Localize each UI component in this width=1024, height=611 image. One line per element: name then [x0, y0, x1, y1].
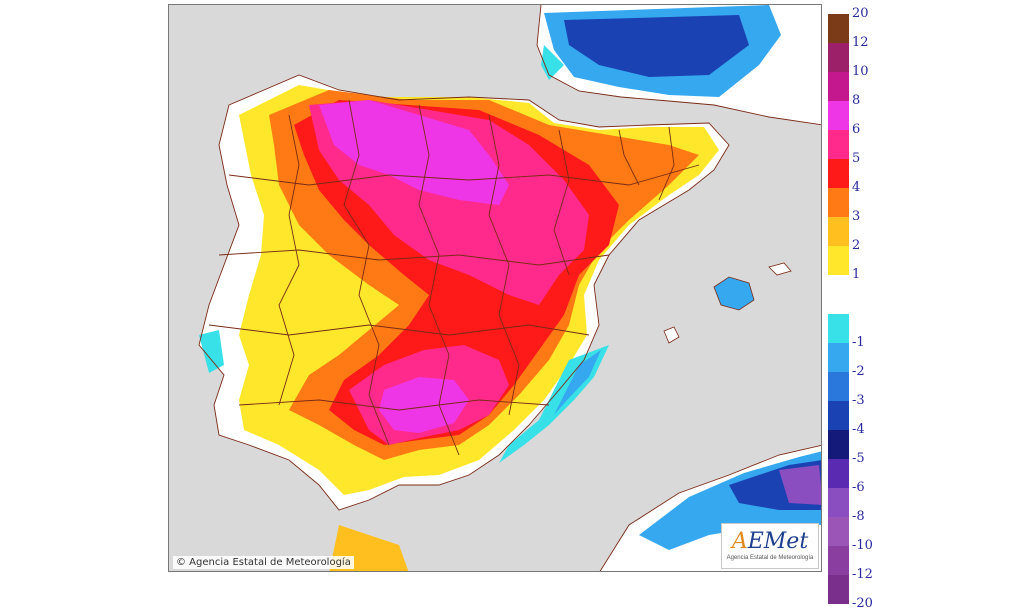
legend-row-negative-3: -4	[828, 401, 892, 437]
color-legend: 20 12 10 8 6 5 4 3 2 1 -1 -2 -3 -4 -5 -6 -8 -10 -12 -20	[828, 7, 892, 611]
legend-label: 6	[852, 122, 861, 137]
legend-label: -10	[852, 538, 873, 553]
legend-label: 20	[852, 6, 869, 21]
legend-swatch	[828, 188, 849, 217]
legend-swatch	[828, 517, 849, 546]
legend-swatch	[828, 488, 849, 517]
legend-row-negative-6: -8	[828, 488, 892, 524]
aemet-logo: AEMet Agencia Estatal de Meteorología	[721, 523, 819, 569]
legend-label: -8	[852, 509, 865, 524]
legend-row-positive-6: 4	[828, 181, 892, 217]
legend-label: -5	[852, 451, 865, 466]
legend-label: 12	[852, 35, 869, 50]
legend-label: -6	[852, 480, 865, 495]
legend-row-negative-5: -6	[828, 459, 892, 495]
legend-swatch	[828, 130, 849, 159]
france-colder-zone	[564, 15, 749, 77]
legend-row-positive-5: 5	[828, 152, 892, 188]
legend-label: -1	[852, 335, 865, 350]
menorca-island	[768, 262, 792, 276]
legend-label: 3	[852, 209, 861, 224]
legend-label: 8	[852, 93, 861, 108]
legend-row-negative-2: -3	[828, 372, 892, 408]
legend-label: 4	[852, 180, 861, 195]
legend-swatch	[828, 314, 849, 343]
legend-label: -20	[852, 596, 873, 611]
warm-plus8-south-zone	[379, 377, 469, 433]
legend-swatch	[828, 546, 849, 575]
legend-row-positive-3: 8	[828, 94, 892, 130]
legend-row-positive-9: 1	[828, 268, 892, 304]
ibiza-island	[663, 326, 680, 344]
legend-swatch	[828, 459, 849, 488]
province-borders	[198, 74, 730, 511]
legend-row-negative-0: -1	[828, 314, 892, 350]
france-border	[536, 5, 821, 126]
legend-swatch	[828, 575, 849, 604]
legend-row-positive-1: 12	[828, 36, 892, 72]
legend-row-positive-2: 10	[828, 65, 892, 101]
legend-label: -3	[852, 393, 865, 408]
legend-swatch	[828, 43, 849, 72]
legend-row-negative-1: -2	[828, 343, 892, 379]
logo-subtitle: Agencia Estatal de Meteorología	[726, 555, 814, 561]
legend-swatch	[828, 430, 849, 459]
legend-swatch	[828, 14, 849, 43]
france-cold-edge	[541, 45, 564, 80]
legend-row-positive-0: 20	[828, 7, 892, 43]
legend-label: 10	[852, 64, 869, 79]
warm-plus8-north-zone	[319, 100, 509, 205]
copyright-notice: © Agencia Estatal de Meteorología	[173, 556, 354, 569]
legend-row-negative-9: -20	[828, 575, 892, 611]
legend-swatch	[828, 246, 849, 275]
legend-swatch	[828, 217, 849, 246]
legend-swatch	[828, 401, 849, 430]
anomaly-map: © Agencia Estatal de Meteorología AEMet …	[168, 4, 822, 572]
legend-row-negative-8: -12	[828, 546, 892, 582]
legend-swatch	[828, 72, 849, 101]
legend-row-negative-4: -5	[828, 430, 892, 466]
west-coast-cold-zone	[199, 330, 224, 373]
legend-label: 1	[852, 267, 861, 282]
legend-row-positive-7: 3	[828, 210, 892, 246]
legend-label: -2	[852, 364, 865, 379]
legend-row-positive-4: 6	[828, 123, 892, 159]
africa-violet-zone	[779, 465, 821, 505]
legend-label: -4	[852, 422, 865, 437]
legend-label: 5	[852, 151, 861, 166]
legend-swatch	[828, 275, 849, 304]
legend-label: 2	[852, 238, 861, 253]
legend-swatch	[828, 101, 849, 130]
legend-swatch	[828, 343, 849, 372]
legend-row-negative-7: -10	[828, 517, 892, 553]
africa-coast	[599, 444, 821, 571]
mallorca-island	[713, 276, 755, 311]
legend-swatch	[828, 372, 849, 401]
logo-letters-emet: EMet	[747, 529, 809, 554]
logo-letter-a: A	[731, 529, 748, 554]
map-canvas	[169, 5, 821, 571]
legend-row-positive-8: 2	[828, 239, 892, 275]
legend-swatch	[828, 159, 849, 188]
east-coast-colder-zone	[554, 350, 601, 415]
